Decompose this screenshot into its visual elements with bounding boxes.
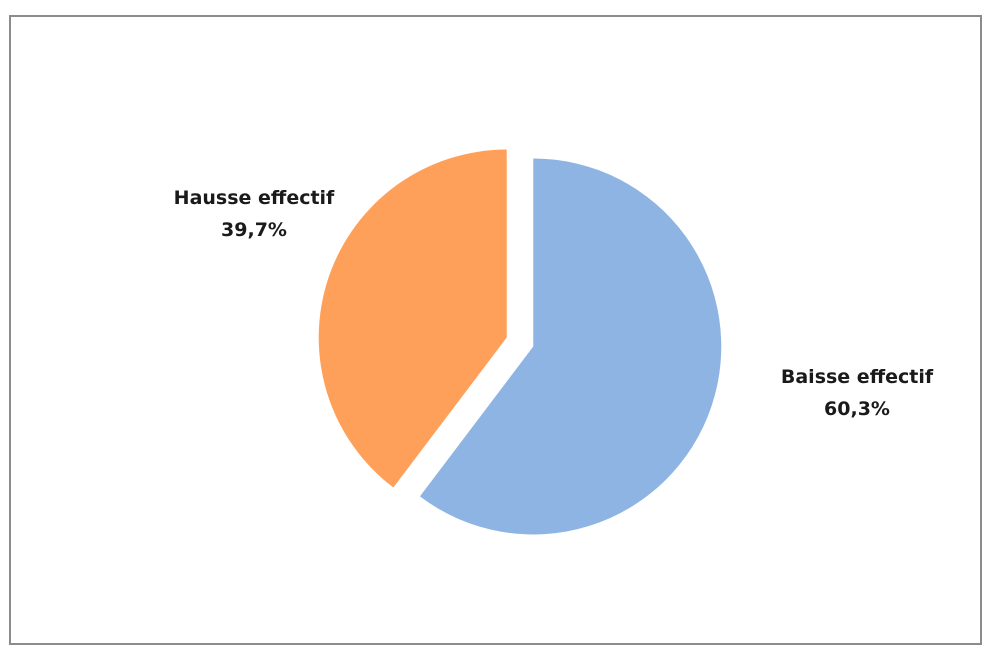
pie-slice-baisse-effectif	[419, 158, 722, 535]
slice-name-label: Baisse effectif	[781, 366, 934, 388]
slice-value-label: 39,7%	[221, 219, 287, 241]
pie-slice-hausse-effectif	[318, 149, 507, 488]
pie-labels: Baisse effectif 60,3% Hausse effectif 39,7%	[174, 187, 934, 420]
slice-value-label: 60,3%	[824, 398, 890, 420]
slice-name-label: Hausse effectif	[174, 187, 335, 209]
pie-slices	[318, 149, 722, 535]
